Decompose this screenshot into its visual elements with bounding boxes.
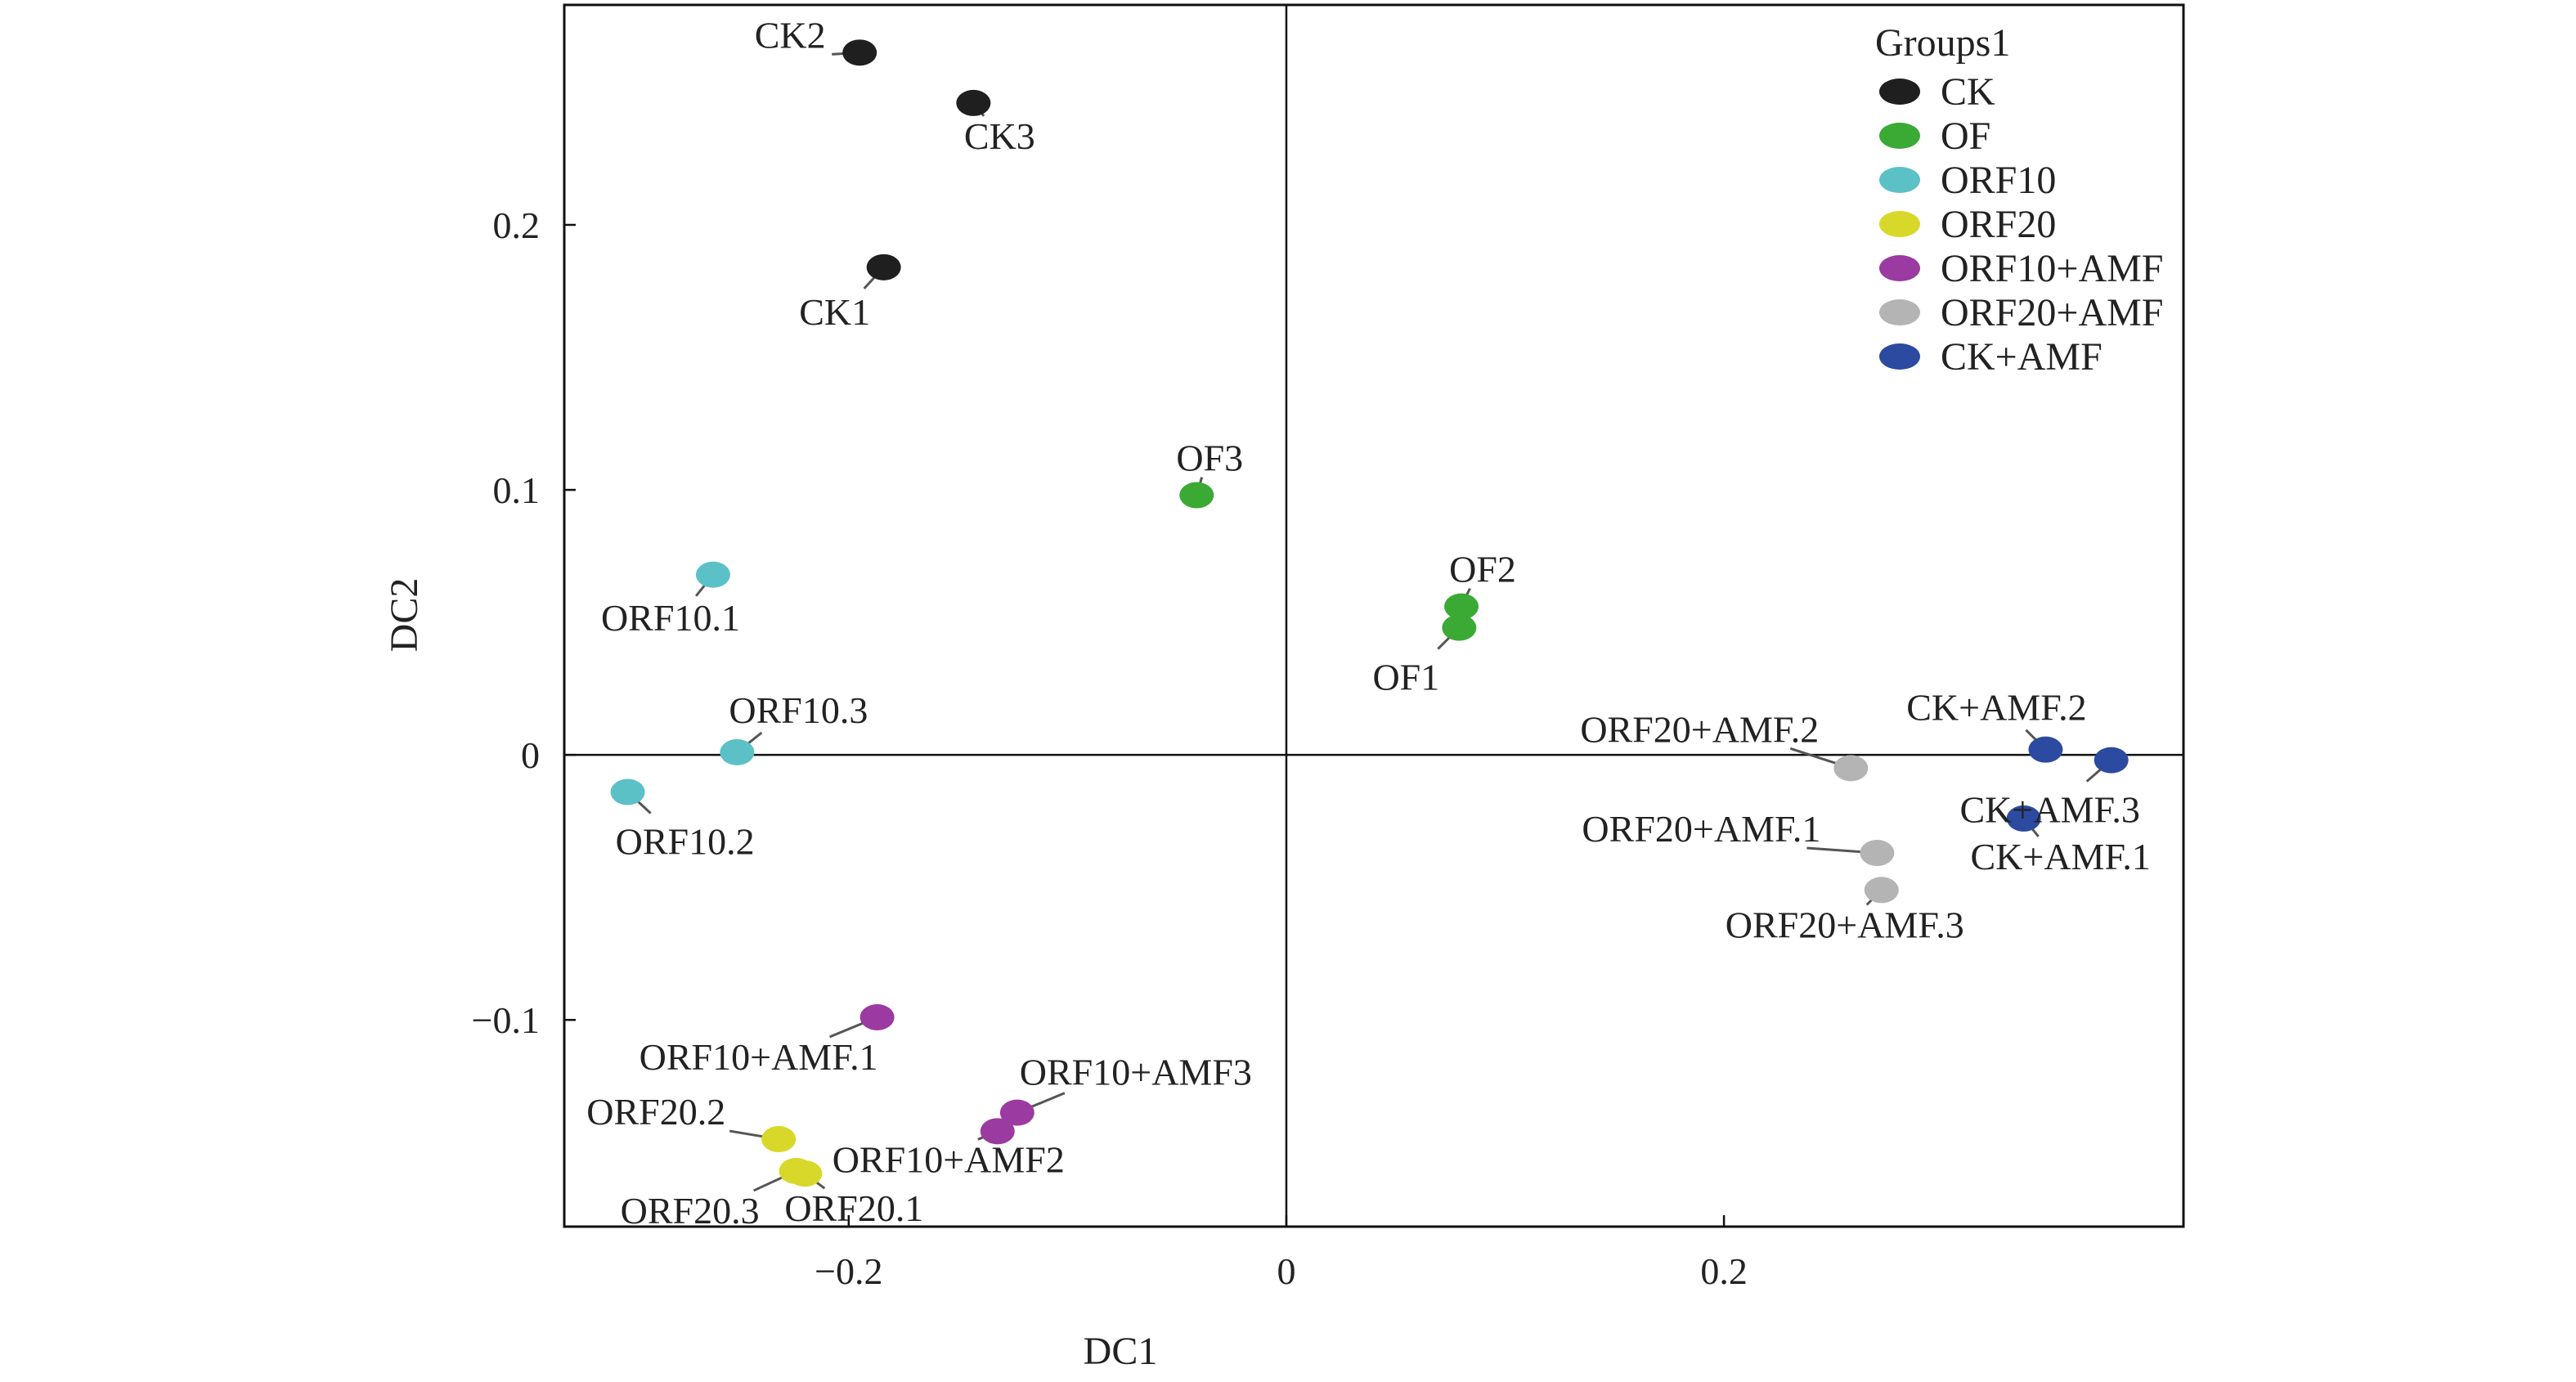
data-point-group: ORF20+AMF.1 — [1582, 808, 1895, 867]
data-point-label: OF2 — [1449, 549, 1516, 590]
legend-marker — [1879, 167, 1920, 193]
data-point-label: CK+AMF.2 — [1906, 687, 2086, 729]
data-point-group: OF2 — [1444, 549, 1516, 620]
data-point-label: ORF20+AMF.3 — [1726, 904, 1964, 945]
data-point — [1860, 840, 1895, 867]
data-point — [1833, 755, 1869, 782]
plot-frame — [563, 3, 2185, 1228]
data-point-label: ORF10.1 — [601, 597, 740, 639]
data-point — [999, 1099, 1034, 1126]
data-point-group: CK3 — [956, 89, 1035, 157]
legend-entry-label: OF — [1941, 114, 1990, 158]
legend-entry-label: ORF20 — [1941, 203, 2056, 246]
data-point-group: CK+AMF.1 — [1970, 805, 2151, 877]
data-point — [2094, 747, 2129, 774]
data-point-label: ORF20.2 — [586, 1091, 725, 1133]
y-tick-label: −0.1 — [472, 999, 540, 1041]
legend-marker — [1879, 211, 1920, 237]
data-point-group: OF1 — [1372, 614, 1477, 698]
x-tick-label: −0.2 — [815, 1250, 882, 1292]
data-point-group: CK+AMF.3 — [1960, 747, 2140, 831]
data-point — [2028, 736, 2063, 763]
y-tick-label: 0.1 — [493, 469, 541, 511]
data-point-group: ORF10+AMF3 — [999, 1052, 1252, 1126]
data-point-group: ORF20.3 — [621, 1157, 814, 1232]
data-point-label: ORF10+AMF3 — [1020, 1052, 1252, 1093]
data-point-group: CK+AMF.2 — [1906, 687, 2087, 763]
points-layer: CK1 CK2 CK3 OF1 OF2 OF3 ORF10.1 ORF10.2 ORF10.3 O… — [586, 14, 2151, 1232]
data-point — [2006, 805, 2041, 832]
data-point-label: ORF20.3 — [621, 1190, 760, 1232]
x-axis-label: DC1 — [1084, 1330, 1158, 1373]
data-point — [779, 1157, 814, 1184]
data-point — [980, 1118, 1015, 1145]
data-point — [1444, 593, 1479, 620]
legend-marker — [1879, 79, 1920, 105]
legend-marker — [1879, 255, 1920, 281]
data-point — [866, 254, 901, 280]
data-point-group: ORF20+AMF.2 — [1580, 708, 1869, 782]
data-point-label: ORF20+AMF.1 — [1582, 808, 1820, 850]
data-point-group: ORF10+AMF2 — [832, 1118, 1065, 1180]
data-point-label: OF3 — [1176, 437, 1243, 479]
data-point-group: ORF20.2 — [586, 1091, 797, 1153]
legend-title: Groups1 — [1875, 21, 2010, 65]
data-point-label: ORF20.1 — [784, 1187, 923, 1229]
data-point — [956, 89, 991, 116]
data-point-label: OF1 — [1372, 657, 1439, 698]
data-point — [720, 738, 755, 765]
data-point-group: OF3 — [1176, 437, 1243, 509]
legend-marker — [1879, 343, 1920, 370]
data-point — [1442, 614, 1477, 641]
data-point-group: CK2 — [755, 14, 877, 66]
legend-entry-label: ORF20+AMF — [1941, 291, 2163, 334]
data-point — [695, 561, 730, 588]
data-point-label: CK+AMF.1 — [1970, 836, 2150, 877]
data-point-label: ORF10+AMF2 — [832, 1138, 1065, 1180]
data-point-label: ORF10.3 — [729, 689, 868, 731]
data-point-group: ORF20+AMF.3 — [1726, 877, 1964, 945]
y-axis-label: DC2 — [383, 578, 426, 653]
x-tick-label: 0.2 — [1700, 1250, 1748, 1292]
y-tick-label: 0.2 — [493, 204, 541, 246]
legend-marker — [1879, 299, 1920, 325]
data-point — [842, 39, 877, 66]
axes-layer: −0.2 0 0.2 −0.1 0 0.1 0.2 DC1 DC2 — [383, 3, 2185, 1373]
legend-entry-label: CK+AMF — [1941, 335, 2103, 379]
data-point-label: ORF20+AMF.2 — [1580, 708, 1819, 750]
data-point — [1179, 482, 1214, 509]
data-point-group: ORF10.2 — [610, 778, 755, 863]
legend-entry-label: ORF10+AMF — [1941, 247, 2163, 290]
data-point-label: CK2 — [755, 14, 826, 56]
data-point-label: CK3 — [964, 115, 1035, 157]
data-point-label: CK1 — [799, 291, 870, 333]
data-point — [1864, 877, 1899, 904]
data-point-group: ORF10.3 — [720, 689, 868, 765]
data-point — [761, 1126, 797, 1153]
data-point-group: ORF10+AMF.1 — [640, 1003, 895, 1078]
legend: Groups1 CKOFORF10ORF20ORF10+AMFORF20+AMFC… — [1875, 21, 2163, 379]
data-point — [610, 778, 645, 805]
data-point-label: ORF10+AMF.1 — [640, 1036, 878, 1078]
x-tick-label: 0 — [1277, 1250, 1295, 1292]
data-point-group: ORF10.1 — [601, 561, 740, 639]
y-tick-label: 0 — [521, 734, 540, 776]
legend-marker — [1879, 123, 1920, 149]
data-point-label: CK+AMF.3 — [1960, 789, 2140, 831]
legend-entry-label: CK — [1941, 70, 1995, 114]
data-point-group: CK1 — [799, 254, 901, 333]
data-point — [859, 1003, 895, 1030]
data-point-label: ORF10.2 — [616, 821, 755, 863]
legend-entry-label: ORF10 — [1941, 159, 2056, 202]
